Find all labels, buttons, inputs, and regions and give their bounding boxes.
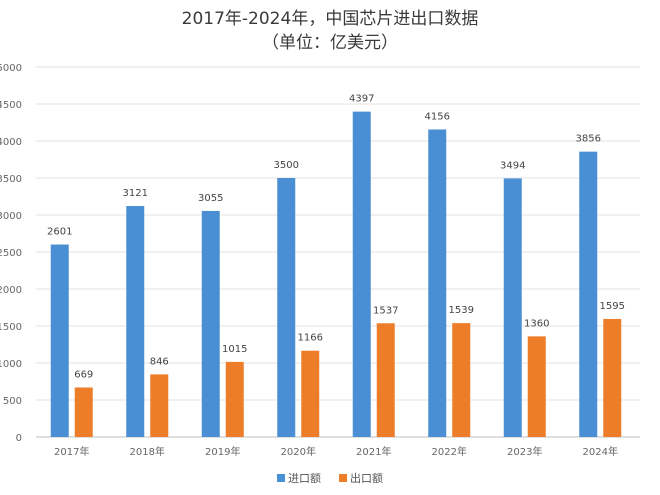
data-label: 3121: [123, 188, 148, 199]
bar-export: [376, 323, 395, 437]
y-tick-label: 0: [16, 433, 22, 444]
legend-label-import: 进口额: [288, 472, 321, 485]
bar-export: [452, 323, 471, 437]
data-label: 2601: [47, 227, 72, 238]
data-label: 669: [74, 369, 93, 380]
y-tick-label: 2500: [0, 248, 22, 259]
legend-swatch-export: [339, 474, 347, 482]
bar-export: [527, 336, 546, 437]
x-tick-label: 2023年: [507, 445, 542, 458]
data-label: 1360: [524, 318, 549, 329]
data-label: 4156: [425, 111, 450, 122]
data-label: 1015: [222, 344, 247, 355]
y-tick-label: 500: [3, 396, 22, 407]
legend-label-export: 出口额: [350, 472, 383, 485]
bar-import: [126, 206, 145, 437]
bar-export: [301, 350, 320, 437]
bar-import: [201, 210, 220, 437]
bar-export: [603, 318, 622, 437]
y-tick-label: 1500: [0, 322, 22, 333]
x-tick-label: 2022年: [432, 445, 467, 458]
data-label: 4397: [349, 94, 374, 105]
legend-item-import: 进口额: [277, 470, 321, 486]
chart-subtitle: （单位：亿美元）: [262, 33, 398, 53]
legend: 进口额 出口额: [0, 470, 660, 486]
y-tick-label: 4500: [0, 100, 22, 111]
data-label: 1537: [373, 305, 398, 316]
y-tick-label: 3000: [0, 211, 22, 222]
data-label: 846: [150, 356, 169, 367]
data-label: 3856: [576, 134, 601, 145]
bar-export: [225, 361, 244, 437]
y-tick-label: 2000: [0, 285, 22, 296]
data-label: 1166: [298, 333, 323, 344]
x-tick-label: 2017年: [54, 445, 89, 458]
bar-export: [74, 387, 93, 437]
data-label: 3500: [274, 160, 299, 171]
x-tick-label: 2024年: [583, 445, 618, 458]
y-tick-label: 1000: [0, 359, 22, 370]
x-tick-label: 2021年: [356, 445, 391, 458]
legend-swatch-import: [277, 474, 285, 482]
bar-import: [503, 178, 522, 437]
bar-import: [428, 129, 447, 437]
bar-import: [579, 151, 598, 437]
x-tick-label: 2018年: [130, 445, 165, 458]
y-tick-label: 3500: [0, 174, 22, 185]
bar-import: [277, 178, 296, 437]
chart-title: 2017年-2024年，中国芯片进出口数据: [181, 9, 479, 29]
data-label: 1539: [449, 305, 474, 316]
data-label: 3055: [198, 193, 223, 204]
x-tick-label: 2019年: [205, 445, 240, 458]
legend-item-export: 出口额: [339, 470, 383, 486]
x-tick-label: 2020年: [281, 445, 316, 458]
data-label: 3494: [500, 160, 525, 171]
y-tick-label: 4000: [0, 137, 22, 148]
bar-export: [150, 374, 169, 437]
data-label: 1595: [600, 301, 625, 312]
bar-import: [50, 244, 69, 437]
bar-import: [352, 111, 371, 437]
